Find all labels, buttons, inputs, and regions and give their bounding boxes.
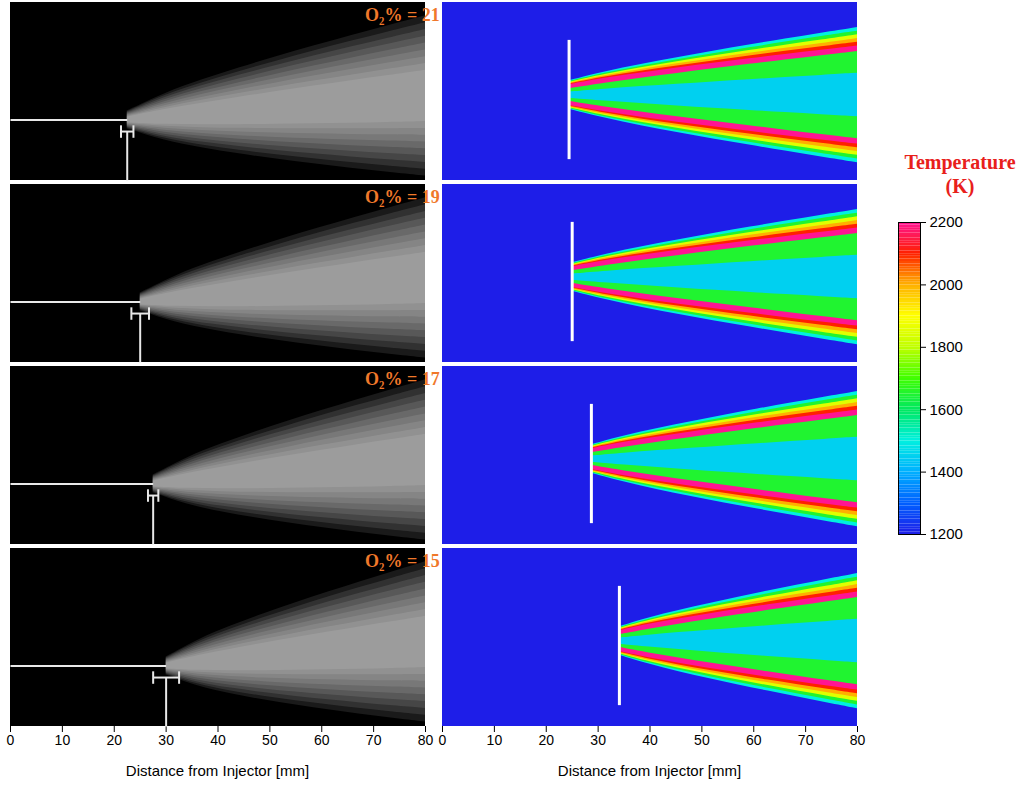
svg-text:70: 70 — [366, 732, 382, 748]
svg-text:30: 30 — [158, 732, 174, 748]
html-text:O₂% = 17: O₂% = 17 — [365, 369, 440, 389]
svg-text:1600: 1600 — [930, 401, 963, 418]
svg-text:0: 0 — [439, 732, 447, 748]
svg-text:1400: 1400 — [930, 463, 963, 480]
svg-text:2200: 2200 — [930, 213, 963, 230]
html-text:O₂% = 19: O₂% = 19 — [365, 187, 440, 207]
svg-text:1800: 1800 — [930, 338, 963, 355]
svg-text:20: 20 — [538, 732, 554, 748]
svg-text:80: 80 — [418, 732, 434, 748]
svg-text:0: 0 — [7, 732, 15, 748]
html-text:O₂% = 21: O₂% = 21 — [365, 5, 440, 25]
svg-text:30: 30 — [590, 732, 606, 748]
html-text:O₂% = 15: O₂% = 15 — [365, 551, 440, 571]
svg-text:60: 60 — [746, 732, 762, 748]
svg-text:70: 70 — [798, 732, 814, 748]
svg-text:2000: 2000 — [930, 276, 963, 293]
svg-text:1200: 1200 — [930, 525, 963, 542]
svg-text:50: 50 — [262, 732, 278, 748]
svg-text:40: 40 — [210, 732, 226, 748]
svg-text:60: 60 — [314, 732, 330, 748]
html-text:Distance from Injector [mm]: Distance from Injector [mm] — [125, 762, 310, 779]
svg-text:40: 40 — [642, 732, 658, 748]
svg-text:10: 10 — [487, 732, 503, 748]
svg-text:20: 20 — [106, 732, 122, 748]
html-text:Distance from Injector [mm]: Distance from Injector [mm] — [557, 762, 742, 779]
svg-text:10: 10 — [55, 732, 71, 748]
svg-text:50: 50 — [694, 732, 710, 748]
html-text:(K): (K) — [945, 175, 975, 197]
html-text:Temperature: Temperature — [904, 151, 1016, 173]
svg-text:80: 80 — [850, 732, 866, 748]
